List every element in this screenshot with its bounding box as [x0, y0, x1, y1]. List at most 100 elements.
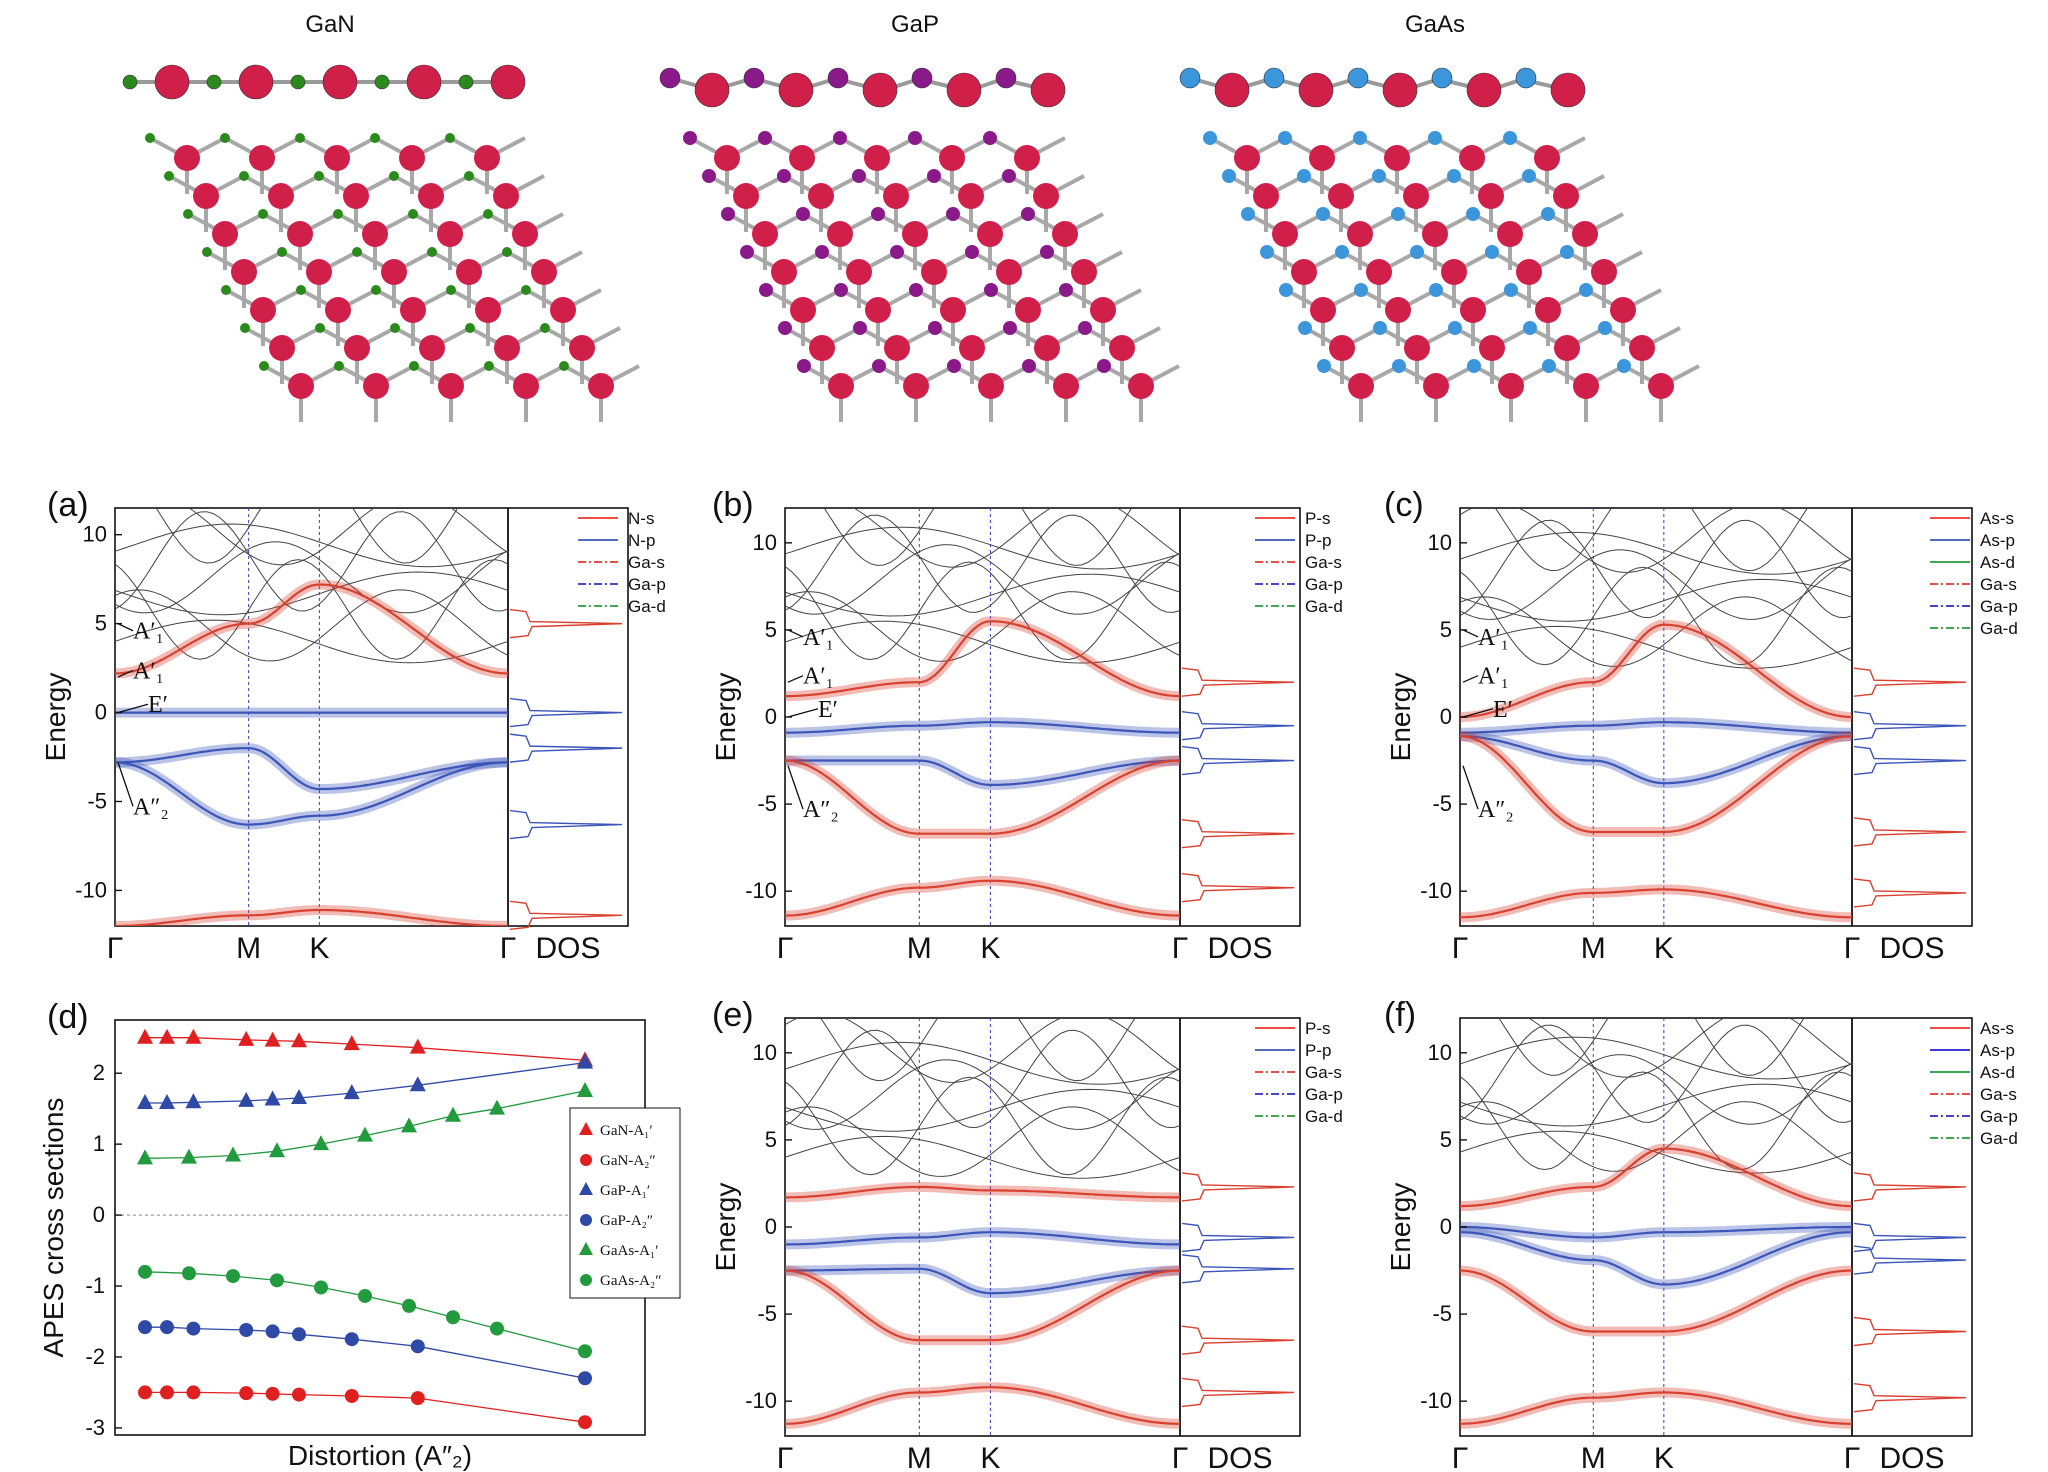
y-tick-label: -5 — [1432, 1301, 1452, 1326]
anion-atom — [946, 207, 960, 221]
annotation-arrow — [1462, 629, 1479, 638]
band-panel-b: (b) -10 -5 0 5 10 Energy Γ M K Γ DOS P-s P-p Ga-s Ga-p G… — [710, 486, 1343, 965]
series-4 — [137, 1081, 593, 1165]
data-point-triangle — [489, 1099, 505, 1115]
data-point-triangle — [264, 1090, 281, 1106]
ga-atom — [1234, 145, 1260, 171]
ga-atom — [474, 145, 500, 171]
ga-atom — [287, 221, 313, 247]
ga-atom — [778, 72, 814, 108]
data-point-triangle — [291, 1032, 307, 1048]
ga-atom — [344, 335, 370, 361]
data-point-circle — [344, 1332, 359, 1347]
data-point-triangle — [445, 1106, 461, 1122]
fat-band-line — [1460, 1231, 1852, 1286]
anion-atom — [458, 74, 474, 90]
data-point-circle — [226, 1269, 240, 1284]
series-1 — [138, 1385, 592, 1430]
ga-atom — [174, 145, 200, 171]
ga-atom — [1347, 221, 1373, 247]
anion-atom — [1059, 283, 1073, 297]
annotation-label: A″₂ — [803, 797, 839, 823]
anion-atom — [559, 361, 569, 371]
anion-atom — [1392, 359, 1406, 373]
annotation-label: A′₁ — [803, 664, 834, 690]
ga-atom — [1385, 297, 1411, 323]
legend: As-s As-p As-d Ga-s Ga-p Ga-d — [1930, 509, 2018, 638]
y-axis-label: Energy — [1385, 673, 1416, 762]
dos-curve — [509, 733, 623, 763]
legend-entry: Ga-p — [1305, 575, 1343, 594]
data-point-circle — [270, 1273, 284, 1288]
legend-entry: As-p — [1980, 531, 2015, 550]
anion-atom — [290, 74, 306, 90]
annotation-label: A′₁ — [803, 625, 834, 651]
ga-atom — [733, 183, 759, 209]
anion-atom — [740, 245, 754, 259]
kpoint-label: Γ — [1172, 1442, 1189, 1472]
dos-curve — [1181, 1325, 1295, 1355]
y-tick-label: 0 — [765, 1214, 777, 1239]
legend-entry: GaN-A₁′ — [600, 1123, 653, 1139]
legend-entry: N-p — [628, 531, 655, 550]
anion-atom — [758, 131, 772, 145]
band-line — [155, 508, 459, 564]
anion-atom — [1372, 169, 1386, 183]
anion-atom — [183, 209, 193, 219]
y-tick-label: 10 — [1428, 1040, 1452, 1065]
anion-atom — [702, 169, 716, 183]
anion-atom — [408, 209, 418, 219]
data-point-circle — [239, 1323, 254, 1338]
anion-atom — [1078, 321, 1092, 335]
y-axis-label: APES cross sections — [38, 1098, 69, 1358]
legend-entry: Ga-s — [1305, 1063, 1342, 1082]
data-point-triangle — [137, 1149, 153, 1165]
y-tick-label: 10 — [753, 1040, 777, 1065]
ga-atom — [1328, 183, 1354, 209]
background-bands — [1460, 508, 1852, 669]
band-line — [115, 523, 508, 568]
band-line — [785, 1041, 1180, 1085]
dos-curve — [509, 697, 623, 728]
panel-label: (a) — [47, 486, 89, 524]
legend-marker — [580, 1214, 592, 1226]
kpoint-label: K — [309, 932, 329, 965]
structure-gaas: GaAs — [1179, 11, 1700, 422]
series-2 — [137, 1053, 593, 1109]
anion-atom — [484, 361, 494, 371]
ga-atom — [1090, 297, 1116, 323]
band-line — [1460, 566, 1852, 666]
fat-band-line — [1460, 1269, 1852, 1333]
background-bands — [115, 508, 508, 664]
background-bands — [1460, 1018, 1852, 1174]
band-line — [1460, 1101, 1852, 1172]
kpoint-label: M — [907, 932, 932, 965]
ga-atom — [212, 221, 238, 247]
ga-atom — [959, 335, 985, 361]
fat-band-line — [115, 583, 508, 675]
structure-gap: GaP — [659, 11, 1180, 422]
band-line — [115, 511, 508, 612]
ga-atom — [1014, 145, 1040, 171]
ga-atom — [1550, 72, 1586, 108]
band-line — [785, 591, 1180, 662]
anion-atom — [1617, 359, 1631, 373]
data-point-circle — [186, 1385, 201, 1400]
ga-atom — [1298, 72, 1334, 108]
band-line — [1460, 508, 1852, 573]
dos-curve — [1181, 745, 1295, 776]
anion-atom — [352, 247, 362, 257]
band-line — [785, 1076, 1180, 1176]
y-axis-label: Energy — [710, 1183, 741, 1272]
legend-entry: P-s — [1305, 1019, 1331, 1038]
band-panel-a: (a) -10 -5 0 5 10 Energy Γ M K Γ DOS N-s N-p Ga-s Ga-p G… — [40, 486, 666, 965]
dos-label: DOS — [1879, 1442, 1944, 1472]
y-tick-label: -10 — [1420, 1388, 1452, 1413]
band-line — [115, 619, 508, 664]
anion-atom — [1179, 67, 1201, 89]
ga-atom — [1366, 259, 1392, 285]
anion-atom — [371, 285, 381, 295]
anion-atom — [890, 245, 904, 259]
series-3 — [138, 1320, 592, 1386]
annotation-label: E′ — [1493, 697, 1513, 723]
